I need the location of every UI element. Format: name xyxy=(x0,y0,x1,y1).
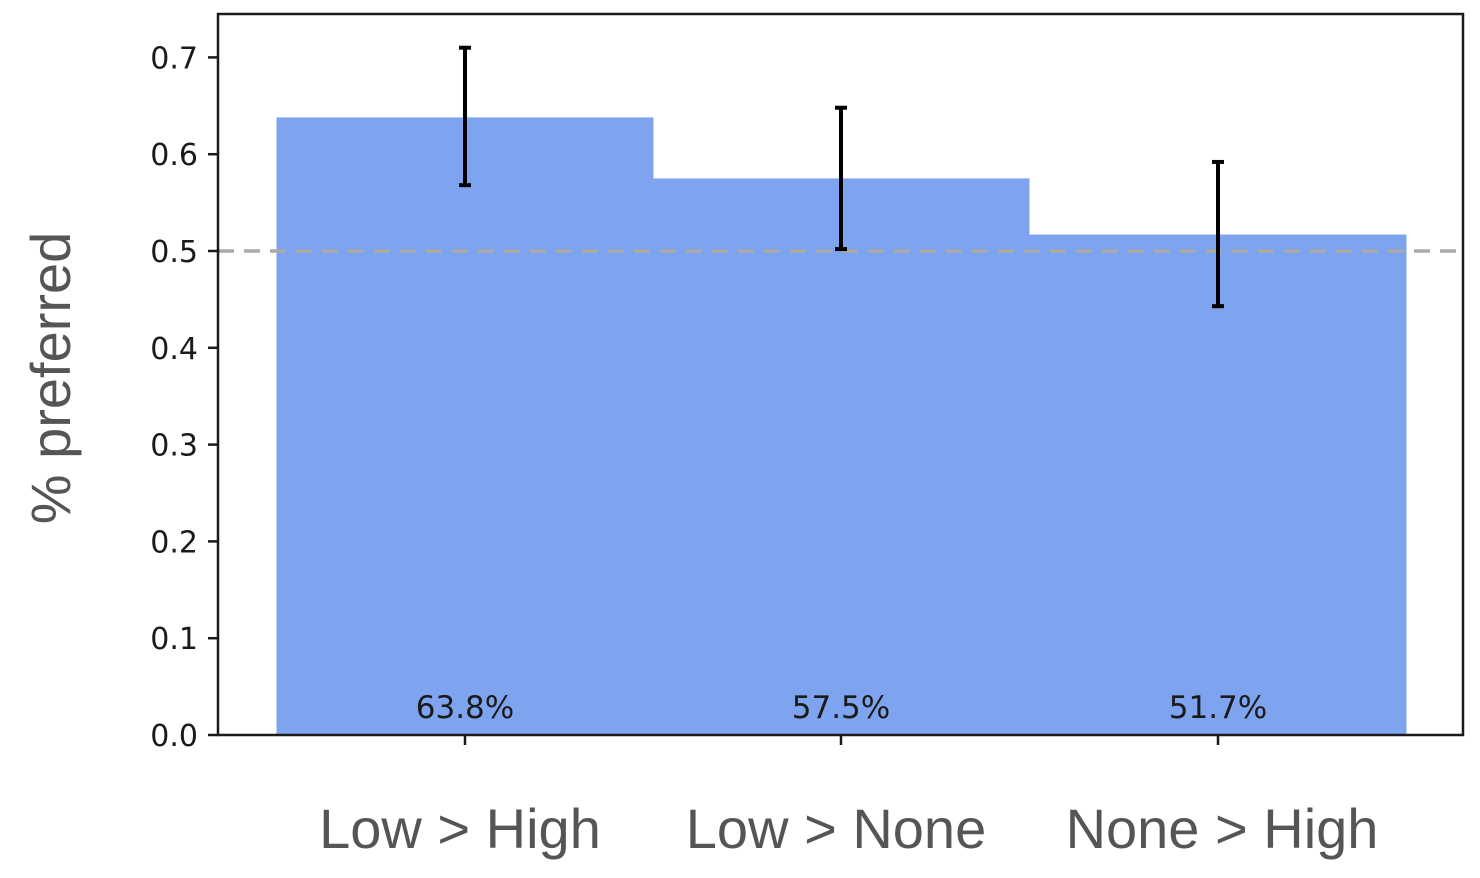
data-labels-layer: 63.8% 57.5% 51.7% xyxy=(416,690,1267,726)
data-label-2: 57.5% xyxy=(792,690,890,726)
error-bar-2 xyxy=(835,105,847,252)
y-tick-label: 0.3 xyxy=(150,429,198,464)
error-bar-1 xyxy=(459,45,471,188)
bars-layer xyxy=(276,117,1407,735)
x-tick-label: Low > None xyxy=(686,797,986,860)
y-tick-label: 0.0 xyxy=(150,719,198,754)
y-tick-label: 0.6 xyxy=(150,138,198,173)
error-bar-3 xyxy=(1212,159,1224,309)
data-label-3: 51.7% xyxy=(1169,690,1267,726)
y-tick-label: 0.7 xyxy=(150,41,198,76)
y-tick-label: 0.5 xyxy=(150,235,198,270)
y-tick-label: 0.2 xyxy=(150,525,198,560)
data-label-1: 63.8% xyxy=(416,690,514,726)
bar-1 xyxy=(276,117,654,735)
error-bars-layer xyxy=(459,45,1224,309)
bar-2 xyxy=(652,178,1030,735)
y-axis-label: % preferred xyxy=(19,232,82,525)
x-tick-label: None > High xyxy=(1066,797,1379,860)
bar-3 xyxy=(1029,234,1407,735)
y-axis-ticks: 0.0 0.1 0.2 0.3 0.4 0.5 0.6 0.7 xyxy=(150,41,218,754)
x-tick-label: Low > High xyxy=(319,797,601,860)
x-axis-ticks: Low > High Low > None None > High xyxy=(319,735,1378,860)
y-tick-label: 0.1 xyxy=(150,622,198,657)
y-tick-label: 0.4 xyxy=(150,332,198,367)
